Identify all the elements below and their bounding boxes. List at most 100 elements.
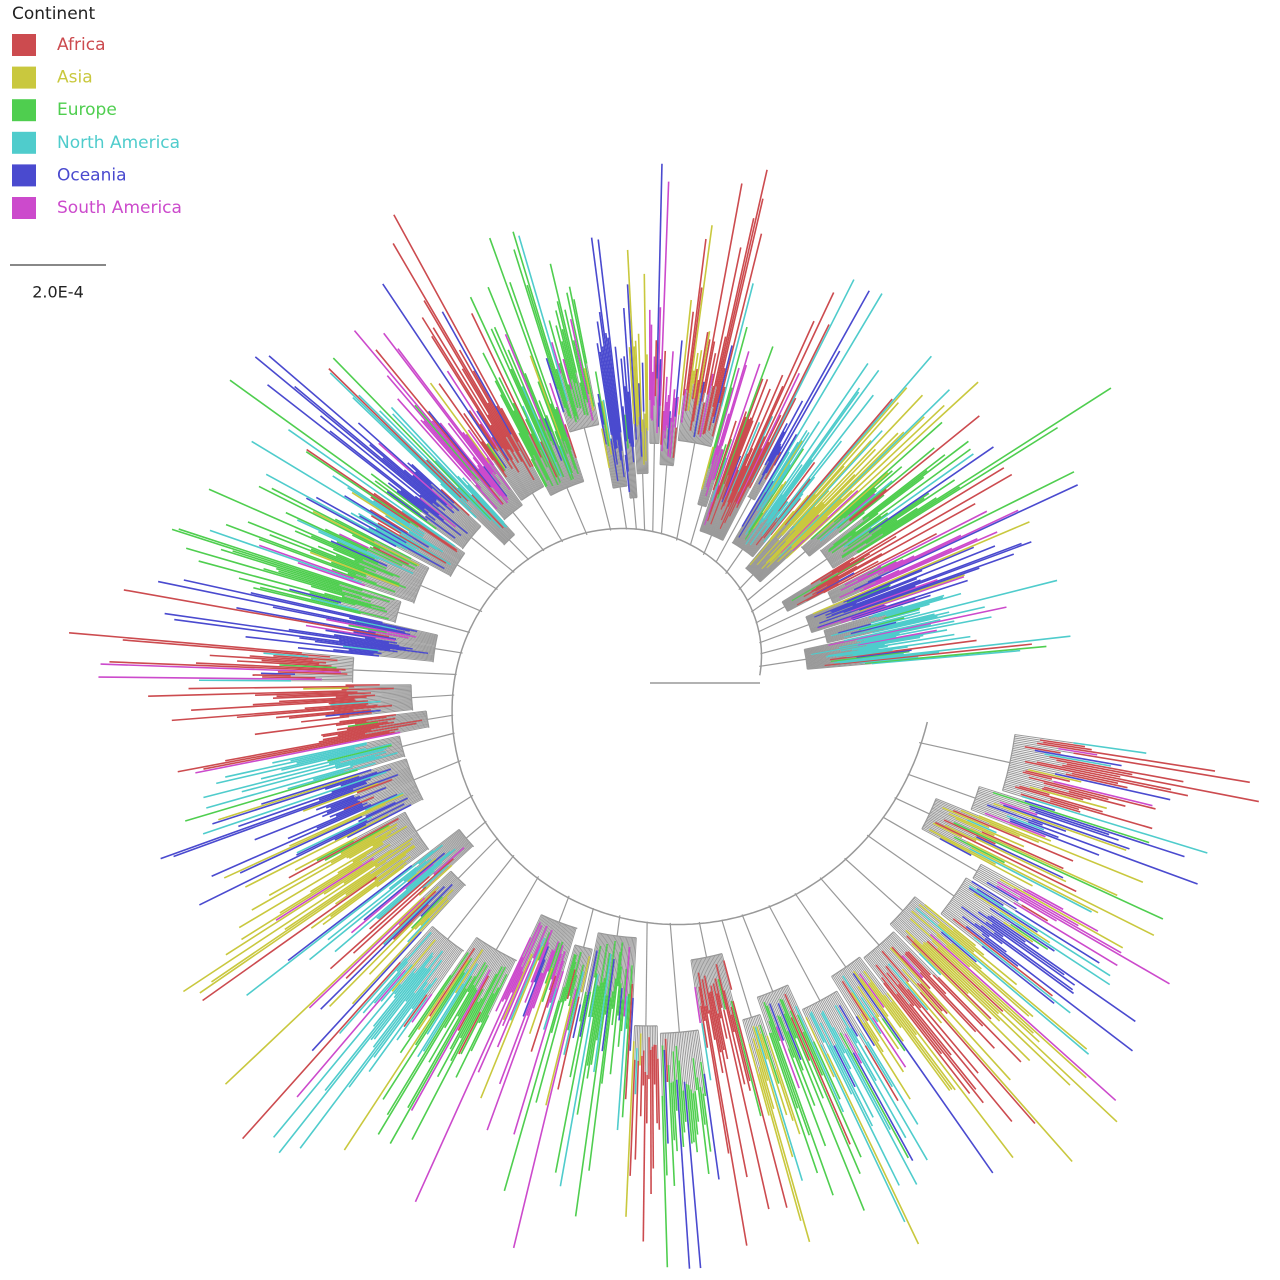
clade-arc bbox=[394, 601, 402, 624]
leaf-branch bbox=[318, 782, 368, 801]
leaf-branch bbox=[202, 876, 377, 1002]
internal-branch bbox=[1009, 764, 1029, 771]
leaf-branch bbox=[722, 469, 739, 507]
internal-branch bbox=[622, 936, 624, 943]
leaf-branch bbox=[756, 1026, 768, 1060]
leaf-branch bbox=[528, 967, 553, 1035]
internal-branch bbox=[686, 1031, 694, 1094]
leaf-branch bbox=[952, 929, 985, 956]
internal-branch bbox=[961, 884, 975, 894]
leaf-branch bbox=[513, 249, 559, 390]
leaf-branch bbox=[627, 391, 635, 463]
leaf-branch bbox=[564, 424, 577, 459]
leaf-branch bbox=[844, 611, 950, 638]
leaf-branch bbox=[717, 978, 727, 1010]
leaf-branch bbox=[122, 639, 331, 658]
internal-branch bbox=[930, 811, 954, 824]
leaf-branch bbox=[347, 721, 379, 728]
internal-branch bbox=[388, 636, 436, 646]
phylogenetic-tree bbox=[69, 163, 1259, 1269]
internal-branch bbox=[389, 828, 415, 845]
leaf-branch bbox=[278, 967, 426, 1154]
internal-branch bbox=[475, 517, 505, 545]
leaf-branch bbox=[832, 476, 925, 546]
internal-branch bbox=[633, 1025, 636, 1042]
leaf-branch bbox=[730, 1014, 752, 1091]
leaf-branch bbox=[1043, 782, 1109, 801]
leaf-branch bbox=[470, 1015, 490, 1052]
internal-branch bbox=[746, 510, 779, 553]
internal-branch bbox=[979, 867, 1001, 880]
leaf-branch bbox=[294, 530, 364, 561]
leaf-branch bbox=[811, 629, 948, 655]
internal-branch bbox=[596, 933, 602, 951]
leaf-branch bbox=[1066, 763, 1259, 803]
internal-branch bbox=[416, 565, 428, 572]
leaf-branch bbox=[829, 639, 977, 661]
internal-branch bbox=[710, 406, 722, 447]
internal-branch bbox=[365, 574, 417, 596]
leaf-branch bbox=[806, 582, 839, 602]
leaf-branch bbox=[569, 951, 582, 997]
leaf-branch bbox=[348, 649, 382, 655]
internal-branch bbox=[360, 827, 415, 862]
internal-branch bbox=[935, 799, 961, 811]
internal-branch bbox=[387, 715, 427, 723]
internal-branch bbox=[807, 610, 831, 621]
internal-branch bbox=[456, 549, 464, 556]
internal-branch bbox=[807, 611, 832, 622]
leaf-branch bbox=[586, 943, 609, 1066]
leaf-branch bbox=[823, 532, 938, 594]
internal-branch bbox=[496, 955, 507, 975]
internal-branch bbox=[866, 955, 898, 995]
internal-branch bbox=[806, 527, 838, 554]
leaf-branch bbox=[867, 484, 1079, 583]
leaf-branch bbox=[375, 349, 504, 505]
leaf-branch bbox=[358, 512, 420, 550]
leaf-branch bbox=[1021, 795, 1208, 854]
leaf-branch bbox=[960, 809, 1040, 844]
leaf-branch bbox=[423, 420, 472, 477]
leaf-branch bbox=[475, 484, 498, 510]
internal-branch bbox=[416, 721, 428, 724]
leaf-branch bbox=[837, 552, 871, 574]
internal-branch bbox=[502, 504, 512, 515]
internal-branch bbox=[388, 618, 396, 622]
leaf-branch bbox=[643, 273, 648, 428]
internal-branch bbox=[693, 401, 703, 443]
leaf-branch bbox=[1006, 815, 1045, 831]
leaf-branch bbox=[414, 404, 480, 482]
internal-branch bbox=[684, 383, 694, 442]
internal-branch bbox=[704, 478, 715, 507]
leaf-branch bbox=[370, 473, 423, 513]
leaf-branch bbox=[480, 441, 508, 478]
leaf-branch bbox=[411, 463, 455, 504]
internal-branch bbox=[562, 927, 577, 972]
leaf-branch bbox=[885, 615, 938, 630]
leaf-branch bbox=[973, 936, 1071, 1014]
internal-branch bbox=[433, 837, 466, 865]
leaf-branch bbox=[397, 398, 472, 482]
leaf-branch bbox=[1050, 798, 1153, 830]
leaf-branch bbox=[779, 998, 797, 1039]
internal-branch bbox=[773, 991, 779, 1004]
internal-branch bbox=[825, 622, 872, 636]
clade-stem bbox=[819, 877, 880, 946]
leaf-branch bbox=[550, 944, 564, 980]
leaf-branch bbox=[373, 950, 444, 1040]
leaf-branch bbox=[788, 490, 830, 534]
internal-branch bbox=[805, 515, 850, 553]
internal-branch bbox=[371, 707, 413, 714]
leaf-branch bbox=[554, 408, 579, 475]
internal-branch bbox=[494, 448, 527, 498]
leaf-branch bbox=[868, 594, 945, 619]
internal-branch bbox=[889, 934, 907, 953]
leaf-branch bbox=[561, 329, 577, 384]
internal-branch bbox=[689, 421, 694, 443]
internal-branch bbox=[748, 533, 783, 572]
leaf-branch bbox=[772, 387, 861, 511]
leaf-branch bbox=[326, 799, 358, 814]
leaf-branch bbox=[872, 605, 903, 617]
leaf-branch bbox=[968, 885, 1111, 977]
internal-branch bbox=[716, 954, 733, 1015]
